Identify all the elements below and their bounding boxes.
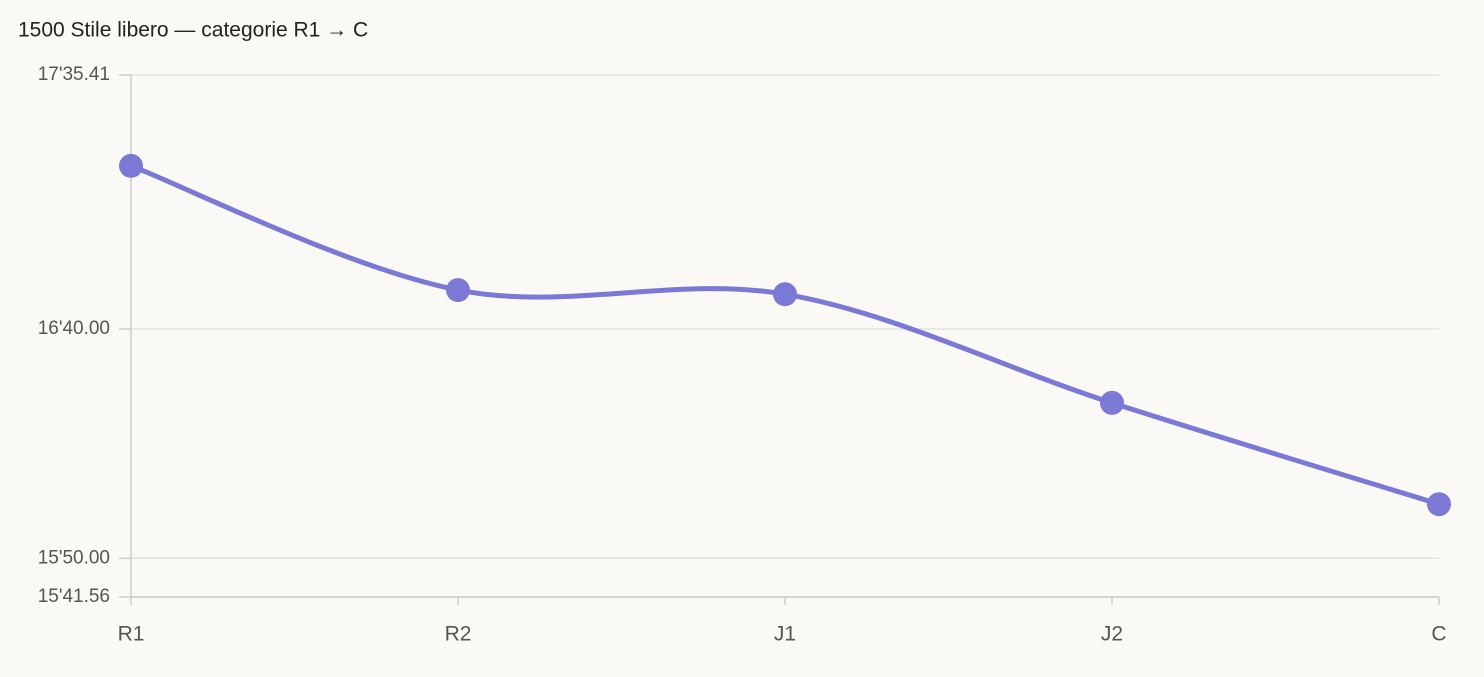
- x-tick-label: C: [1431, 623, 1446, 646]
- point: [446, 278, 470, 303]
- x-tick-label: R1: [118, 623, 145, 646]
- line: [130, 163, 1440, 507]
- y-tick-label: 15'50.00: [38, 547, 110, 568]
- x-tick-label: J2: [1101, 623, 1123, 646]
- x-tick-label: R2: [445, 623, 472, 646]
- y-tick-label: 17'35.41: [38, 64, 110, 85]
- x-tick-label: J1: [774, 623, 796, 646]
- point: [773, 282, 797, 307]
- y-tick-label: 15'41.56: [38, 586, 110, 607]
- point: [119, 153, 143, 178]
- point: [1100, 390, 1124, 415]
- chart-title: 1500 Stile libero — categorie R1 → C: [18, 19, 368, 42]
- y-tick-label: 16'40.00: [38, 318, 110, 339]
- point: [1427, 492, 1451, 517]
